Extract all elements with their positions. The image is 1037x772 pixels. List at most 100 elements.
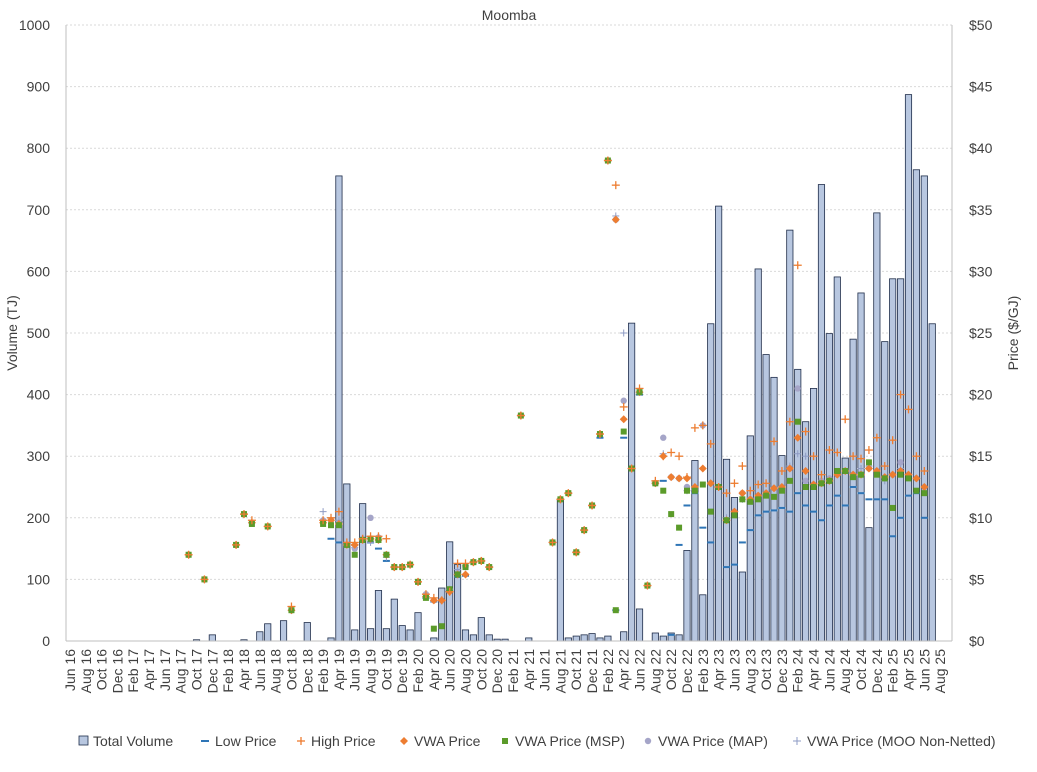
high-price-marker: [809, 452, 818, 461]
x-tick-label: Jun 16: [62, 649, 78, 691]
high-price-marker: [619, 402, 628, 411]
volume-bar: [873, 212, 881, 642]
volume-bar: [469, 634, 477, 642]
msp-price-marker: [699, 481, 706, 488]
x-tick-label: Apr 25: [900, 649, 916, 690]
map-price-marker: [620, 397, 627, 404]
high-price-marker: [595, 430, 604, 439]
volume-bar: [904, 94, 913, 642]
x-tick-label: Aug 18: [268, 649, 284, 694]
vwa-price-marker: [675, 474, 684, 483]
high-price-marker: [429, 593, 438, 602]
vwa-price-marker: [793, 433, 802, 442]
msp-price-marker: [660, 487, 667, 494]
msp-price-marker: [834, 467, 841, 474]
high-price-marker: [334, 507, 343, 516]
x-tick-label: Dec 22: [679, 649, 695, 694]
high-price-marker: [770, 437, 779, 446]
volume-bar: [865, 527, 873, 642]
high-price-marker: [247, 516, 256, 525]
x-tick-label: Aug 17: [173, 649, 189, 694]
volume-bar: [675, 634, 683, 642]
high-price-marker: [833, 448, 842, 457]
high-price-marker: [888, 436, 897, 445]
volume-bar: [722, 458, 731, 642]
x-tick-label: Feb 25: [885, 649, 901, 693]
x-tick-label: Oct 22: [663, 649, 679, 690]
volume-bar: [264, 623, 272, 642]
volume-bar: [461, 629, 470, 642]
x-tick-label: Feb 19: [315, 649, 331, 693]
x-tick-label: Oct 20: [473, 649, 489, 690]
volume-bar: [746, 435, 754, 642]
x-tick-label: Jun 22: [632, 649, 648, 691]
x-tick-label: Dec 24: [869, 649, 885, 694]
moo-price-marker: [794, 450, 802, 458]
high-price-marker: [762, 479, 771, 488]
high-price-marker: [327, 513, 336, 522]
high-price-marker: [572, 548, 581, 557]
high-price-marker: [785, 417, 794, 426]
high-price-marker: [580, 526, 589, 535]
x-tick-label: Aug 25: [932, 649, 948, 694]
volume-bar: [580, 634, 588, 642]
msp-price-marker: [921, 490, 928, 497]
high-price-marker: [912, 452, 921, 461]
msp-price-marker: [889, 504, 896, 511]
volume-bar: [754, 268, 762, 642]
legend-label: Total Volume: [93, 733, 173, 749]
high-price-marker: [588, 501, 597, 510]
x-tick-label: Apr 24: [806, 649, 822, 690]
high-price-marker: [319, 516, 328, 525]
high-price-marker: [777, 466, 786, 475]
y-axis-label: Volume (TJ): [4, 295, 20, 370]
high-price-marker: [682, 473, 691, 482]
msp-price-marker: [913, 487, 920, 494]
volume-bar: [651, 632, 659, 642]
volume-bar: [359, 503, 367, 642]
volume-bar: [343, 483, 351, 642]
high-price-marker: [738, 462, 747, 471]
y2-tick-label: $20: [969, 387, 993, 403]
y-tick-label: 300: [27, 448, 51, 464]
x-tick-label: Dec 18: [299, 649, 315, 694]
high-price-marker: [469, 558, 478, 567]
msp-price-marker: [873, 471, 880, 478]
high-price-marker: [706, 439, 715, 448]
volume-bar: [920, 175, 928, 642]
msp-price-marker: [905, 475, 912, 482]
msp-price-marker: [850, 474, 857, 481]
volume-bars: [192, 94, 936, 642]
volume-bar: [279, 620, 288, 642]
high-price-marker: [722, 489, 731, 498]
map-price-marker: [660, 434, 667, 441]
msp-price-marker: [865, 459, 872, 466]
vwa-price-marker: [920, 483, 929, 491]
legend-item: Low Price: [201, 733, 277, 749]
y-tick-label: 500: [27, 325, 51, 341]
msp-price-marker: [691, 487, 698, 494]
high-price-marker: [406, 560, 415, 569]
x-tick-label: Dec 16: [109, 649, 125, 694]
chart-title: Moomba: [482, 7, 537, 23]
x-tick-label: Jun 24: [821, 649, 837, 691]
high-price-marker: [374, 532, 383, 541]
volume-bar: [683, 550, 691, 642]
high-price-marker: [342, 538, 351, 547]
vwa-price-marker: [698, 464, 707, 473]
volume-bar: [810, 388, 818, 642]
x-tick-label: Aug 23: [742, 649, 758, 694]
y-tick-label: 100: [27, 571, 51, 587]
high-price-marker: [232, 540, 241, 549]
msp-price-marker: [620, 428, 627, 435]
x-tick-label: Dec 19: [394, 649, 410, 694]
msp-price-marker: [668, 511, 675, 518]
moo-price-marker: [319, 508, 327, 516]
legend-item: VWA Price (MSP): [502, 733, 625, 749]
volume-bar: [628, 322, 636, 642]
high-price-marker: [382, 534, 391, 543]
x-tick-label: Jun 18: [252, 649, 268, 691]
legend-label: Low Price: [215, 733, 277, 749]
x-tick-label: Oct 21: [568, 649, 584, 690]
high-price-marker: [414, 577, 423, 586]
